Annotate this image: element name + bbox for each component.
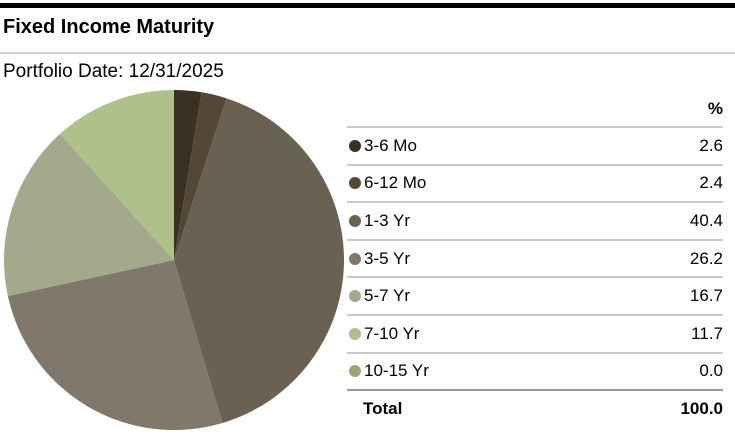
legend-bullet-icon [349,327,361,340]
pie-slice-6-12-mo [174,92,227,260]
legend-rows: 3-6 Mo 2.6 6-12 Mo 2.4 1-3 Yr 40.4 3-5 Y… [347,126,723,389]
legend-label: 7-10 Yr [364,323,420,343]
pie-slice-1-3-yr [174,98,344,423]
maturity-legend-table: % 3-6 Mo 2.6 6-12 Mo 2.4 1-3 Yr 40.4 3-5… [347,92,723,427]
legend-bullet-icon [349,252,361,265]
legend-label: 10-15 Yr [364,361,429,381]
legend-value: 26.2 [689,248,723,268]
legend-bullet-icon [349,139,361,152]
total-label: Total [363,399,403,419]
pie-chart-area [3,90,344,430]
top-rule [0,3,735,8]
legend-bullet-icon [349,214,361,227]
legend-label: 3-6 Mo [364,135,417,155]
page-title: Fixed Income Maturity [3,16,215,38]
pie-slice-5-7-yr [3,133,174,297]
legend-row: 7-10 Yr 11.7 [347,313,723,352]
legend-row: 1-3 Yr 40.4 [347,201,723,239]
pie-chart [3,90,344,430]
legend-value: 40.4 [689,210,723,230]
legend-value: 2.6 [699,135,723,155]
legend-row: 10-15 Yr 0.0 [347,351,723,390]
pie-slice-3-5-yr [7,260,223,430]
title-separator [0,52,735,54]
legend-label: 6-12 Mo [364,173,427,193]
legend-value: 11.7 [691,323,723,343]
legend-bullet-icon [349,177,361,190]
portfolio-date-label: Portfolio Date: 12/31/2025 [3,61,224,82]
legend-bullet-icon [349,290,361,303]
legend-label: 3-5 Yr [364,248,410,268]
legend-value: 0.0 [699,361,723,381]
legend-row: 5-7 Yr 16.7 [347,276,723,314]
percent-column-header: % [707,99,723,118]
pie-slice-3-6-mo [174,90,202,260]
total-row: Total 100.0 [347,389,723,427]
legend-bullet-icon [349,365,361,378]
legend-row: 3-6 Mo 2.6 [347,126,723,164]
legend-row: 3-5 Yr 26.2 [347,238,723,277]
legend-value: 16.7 [689,286,723,306]
pie-slice-7-10-yr [59,90,174,260]
legend-row: 6-12 Mo 2.4 [347,163,723,202]
legend-value: 2.4 [699,173,723,193]
legend-label: 1-3 Yr [364,210,410,230]
total-value: 100.0 [680,399,723,419]
legend-label: 5-7 Yr [364,286,410,306]
